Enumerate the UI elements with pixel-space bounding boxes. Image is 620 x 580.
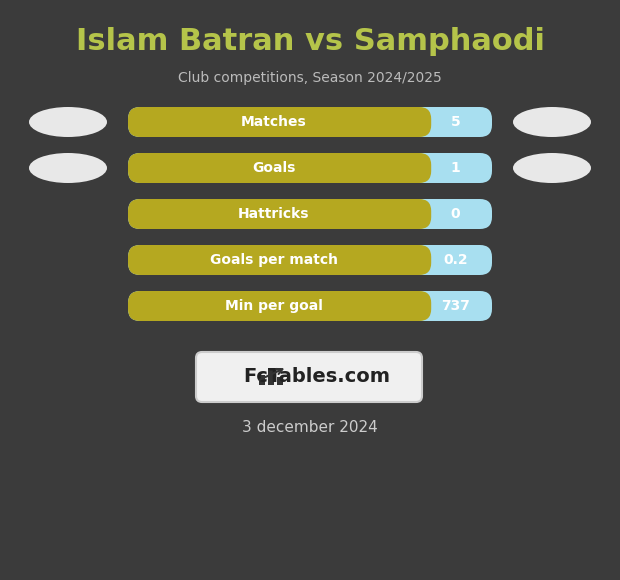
Text: 0: 0 bbox=[451, 207, 461, 221]
Text: Club competitions, Season 2024/2025: Club competitions, Season 2024/2025 bbox=[178, 71, 442, 85]
FancyBboxPatch shape bbox=[277, 377, 283, 385]
FancyBboxPatch shape bbox=[128, 107, 431, 137]
Text: Islam Batran vs Samphaodi: Islam Batran vs Samphaodi bbox=[76, 27, 544, 56]
Text: 3 december 2024: 3 december 2024 bbox=[242, 420, 378, 436]
Text: Hattricks: Hattricks bbox=[238, 207, 309, 221]
FancyBboxPatch shape bbox=[128, 153, 431, 183]
FancyBboxPatch shape bbox=[128, 245, 492, 275]
Text: Matches: Matches bbox=[241, 115, 306, 129]
Ellipse shape bbox=[513, 107, 591, 137]
Ellipse shape bbox=[29, 153, 107, 183]
Ellipse shape bbox=[513, 153, 591, 183]
Text: Goals: Goals bbox=[252, 161, 295, 175]
FancyBboxPatch shape bbox=[268, 369, 274, 385]
FancyBboxPatch shape bbox=[128, 199, 492, 229]
Text: 1: 1 bbox=[451, 161, 461, 175]
Text: Min per goal: Min per goal bbox=[224, 299, 322, 313]
FancyBboxPatch shape bbox=[128, 199, 431, 229]
FancyBboxPatch shape bbox=[128, 245, 431, 275]
Text: 5: 5 bbox=[451, 115, 461, 129]
FancyBboxPatch shape bbox=[128, 291, 431, 321]
FancyBboxPatch shape bbox=[128, 153, 492, 183]
FancyBboxPatch shape bbox=[128, 107, 492, 137]
Text: FcTables.com: FcTables.com bbox=[244, 368, 391, 386]
Text: 0.2: 0.2 bbox=[443, 253, 468, 267]
FancyBboxPatch shape bbox=[196, 352, 422, 402]
FancyBboxPatch shape bbox=[128, 291, 492, 321]
Text: Goals per match: Goals per match bbox=[210, 253, 338, 267]
Text: 737: 737 bbox=[441, 299, 470, 313]
FancyBboxPatch shape bbox=[259, 375, 265, 385]
Ellipse shape bbox=[29, 107, 107, 137]
